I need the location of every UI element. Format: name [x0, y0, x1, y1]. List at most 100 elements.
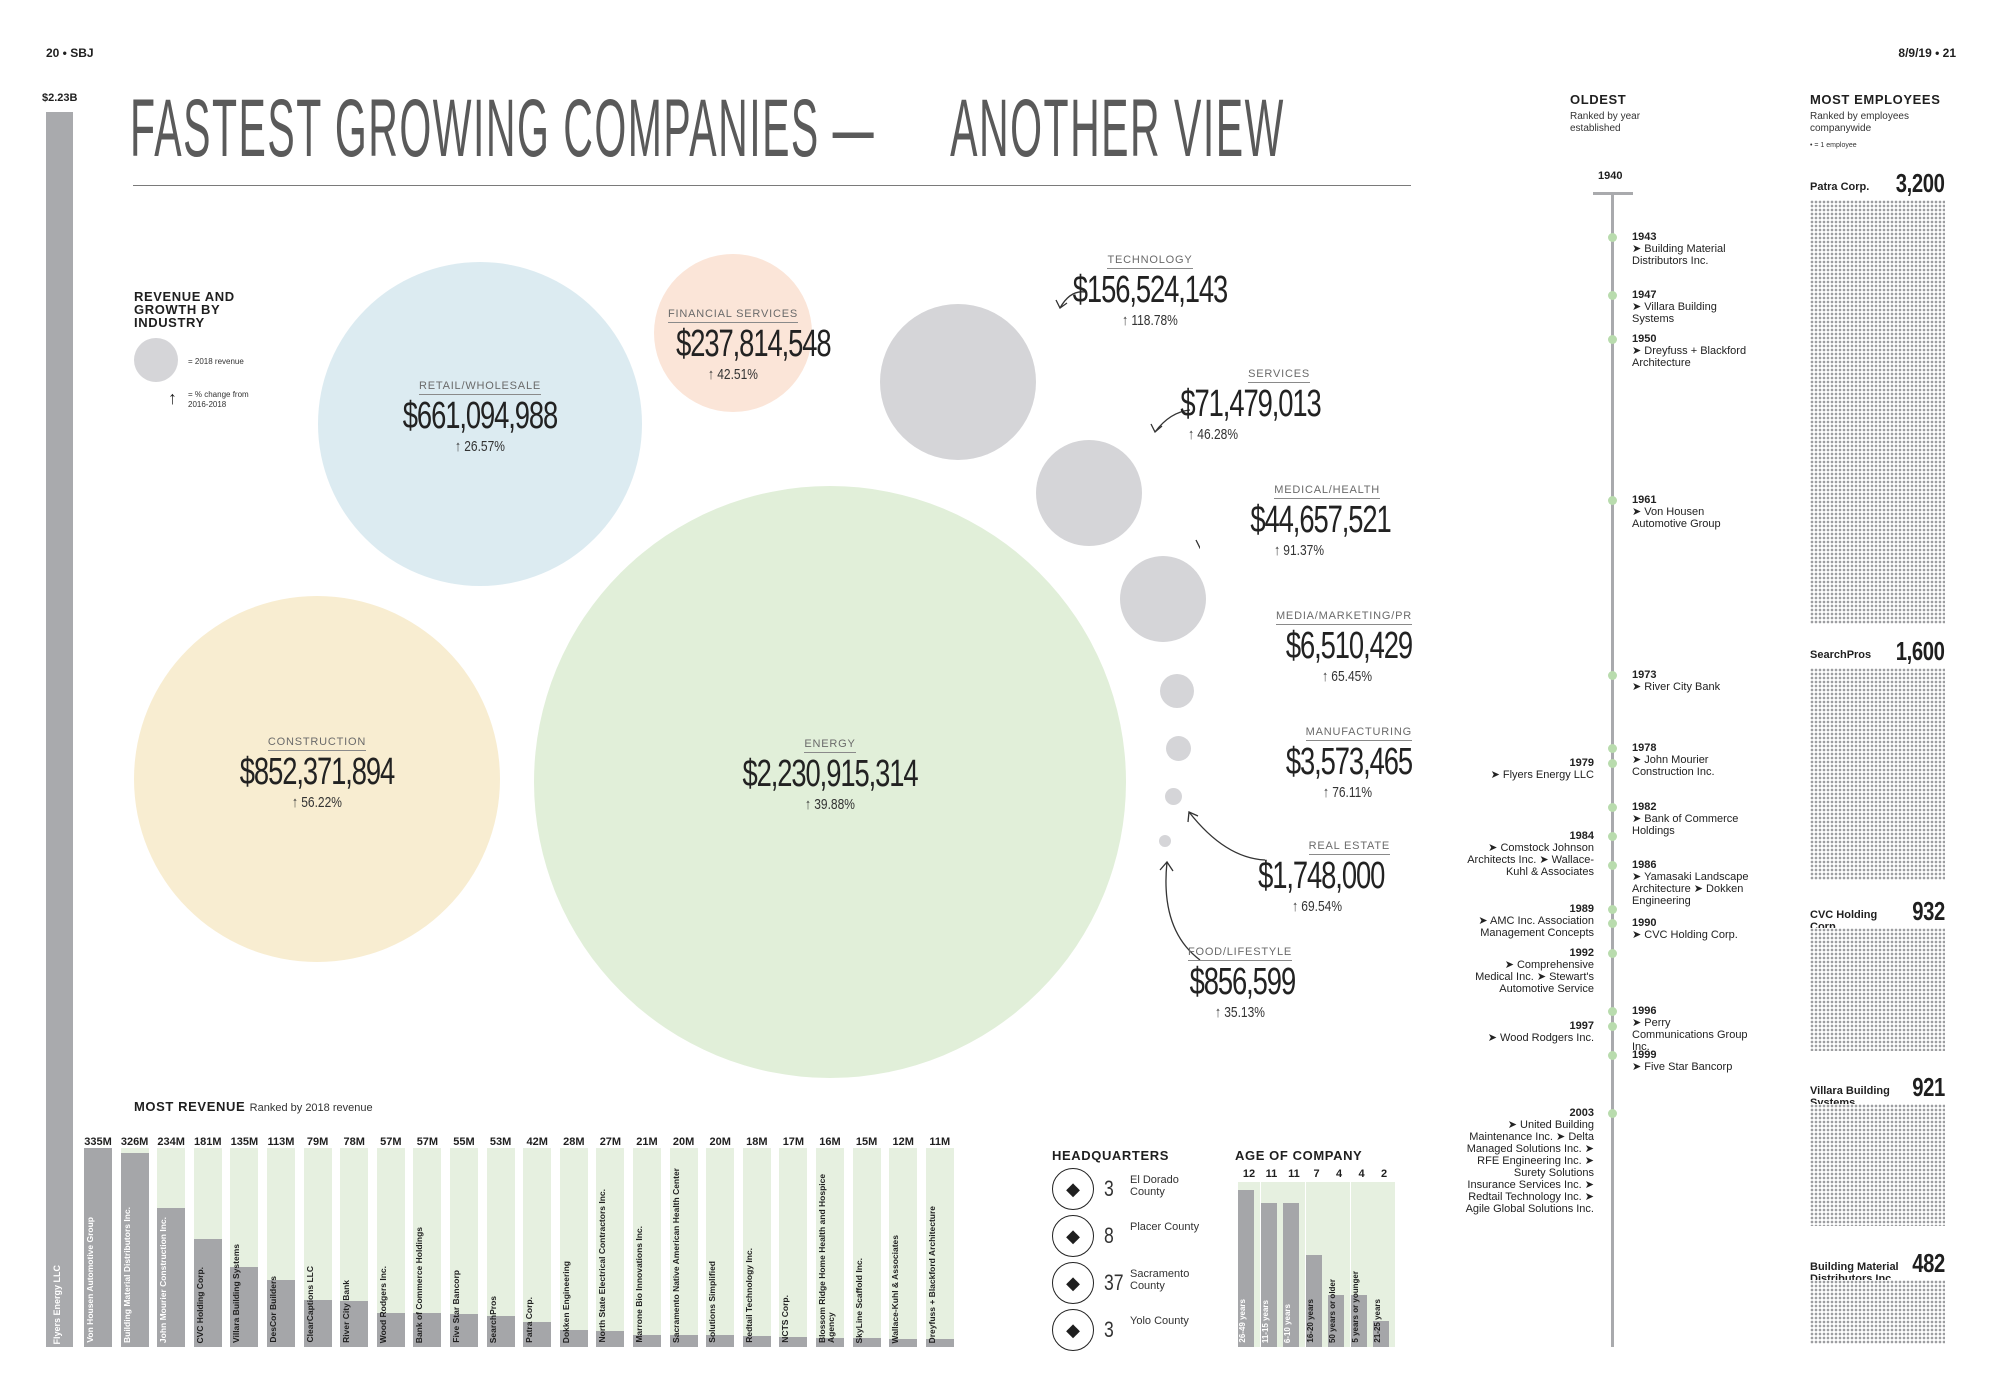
- revenue-bar: [633, 1334, 661, 1347]
- age-bar-track: 6-10 years: [1283, 1182, 1305, 1347]
- revenue-bar-value: 21M: [636, 1136, 658, 1148]
- growth-financial: 42.51%: [670, 366, 796, 383]
- timeline-year: 1997: [1569, 1019, 1594, 1032]
- growth-retail: 26.57%: [360, 438, 600, 455]
- age-bar-label: 11-15 years: [1260, 1299, 1270, 1343]
- revenue-services: $71,479,013: [1180, 383, 1321, 425]
- revenue-bar-company: Blossom Ridge Home Health and Hospice Ag…: [817, 1173, 836, 1343]
- legend-title: REVENUE AND GROWTH BY INDUSTRY: [134, 289, 235, 330]
- revenue-bar-track: CVC Holding Corp.: [193, 1148, 222, 1347]
- category-energy: ENERGY: [804, 738, 856, 753]
- timeline-entry: 1982 ➤ Bank of Commerce Holdings: [1632, 801, 1752, 837]
- revenue-bar-company: CVC Holding Corp.: [194, 1266, 205, 1344]
- growth-media: 65.45%: [1266, 668, 1412, 685]
- arrow-food: [1165, 861, 1201, 961]
- revenue-bar: [523, 1322, 552, 1347]
- revenue-bar: [669, 1335, 698, 1347]
- hq-county-name: Sacramento County: [1130, 1268, 1190, 1292]
- category-financial: FINANCIAL SERVICES: [668, 308, 798, 323]
- revenue-bar: [486, 1315, 515, 1347]
- timeline-company: ➤ John Mourier Construction Inc.: [1632, 754, 1715, 779]
- employee-dot-block: [1810, 200, 1945, 624]
- timeline-dot: [1608, 758, 1617, 768]
- age-bar-track: 5 years or younger: [1350, 1182, 1373, 1347]
- revenue-bar-company: Patra Corp.: [524, 1297, 535, 1343]
- timeline-dot: [1608, 802, 1617, 812]
- revenue-bar-value: 42M: [526, 1136, 548, 1148]
- timeline-entry: 1999 ➤ Five Star Bancorp: [1632, 1049, 1752, 1073]
- revenue-bar-company: John Mourier Construction Inc.: [158, 1216, 169, 1343]
- revenue-bar-value: 57M: [380, 1136, 402, 1148]
- revenue-bar: [852, 1338, 881, 1347]
- age-bar-track: 26-49 years: [1238, 1182, 1260, 1347]
- timeline-year: 1984: [1569, 829, 1594, 842]
- timeline-entry: 1947 ➤ Villara Building Systems: [1632, 289, 1752, 325]
- bubble-medical: [1120, 556, 1206, 642]
- revenue-bar-value: 18M: [746, 1136, 768, 1148]
- category-services: SERVICES: [1248, 368, 1310, 383]
- employees-company: Patra Corp.: [1810, 181, 1870, 193]
- hq-title: HEADQUARTERS: [1052, 1148, 1169, 1163]
- label-manufacturing: MANUFACTURING $3,573,465 76.11%: [1230, 726, 1413, 801]
- legend-circle-text: = 2018 revenue: [188, 357, 244, 366]
- timeline-company: ➤ Bank of Commerce Holdings: [1632, 812, 1739, 837]
- category-media: MEDIA/MARKETING/PR: [1275, 610, 1412, 625]
- timeline-company: ➤ Von Housen Automotive Group: [1632, 505, 1721, 530]
- hq-count: 3: [1104, 1176, 1114, 1201]
- revenue-bar-company: Solutions Simplified: [707, 1261, 718, 1343]
- timeline-dot: [1608, 744, 1617, 754]
- bubble-manufacturing: [1166, 736, 1191, 761]
- growth-construction: 56.22%: [197, 794, 437, 811]
- growth-technology: 118.78%: [1062, 312, 1238, 329]
- timeline-year: 1989: [1569, 902, 1594, 915]
- bubble-food: [1159, 835, 1171, 847]
- revenue-bar-company: River City Bank: [341, 1280, 352, 1343]
- revenue-food: $856,599: [1189, 961, 1297, 1003]
- timeline-entry: 1984 ➤ Comstock Johnson Architects Inc. ➤…: [1464, 830, 1594, 878]
- revenue-bar: [706, 1335, 735, 1347]
- revenue-bar-track: Redtail Technology Inc.: [742, 1148, 771, 1347]
- revenue-bar-track: Sacramento Native American Health Center: [669, 1148, 698, 1347]
- timeline-year: 1996: [1632, 1005, 1657, 1018]
- age-bar-label: 21-25 years: [1373, 1299, 1382, 1343]
- category-technology: TECHNOLOGY: [1107, 254, 1193, 269]
- employees-value: 1,600: [1896, 636, 1945, 666]
- revenue-bar-value: 113M: [267, 1136, 295, 1148]
- revenue-bar-company: SearchPros: [487, 1295, 498, 1343]
- timeline-entry: 1992 ➤ Comprehensive Medical Inc. ➤ Stewa…: [1464, 947, 1594, 995]
- revenue-bar: [193, 1239, 222, 1347]
- age-bar: [1305, 1255, 1322, 1347]
- revenue-bar-track: Solutions Simplified: [706, 1148, 735, 1347]
- age-bar-label: 5 years or younger: [1350, 1271, 1360, 1343]
- timeline-dot: [1608, 495, 1617, 505]
- timeline-company: ➤ Perry Communications Group Inc.: [1632, 1017, 1748, 1054]
- revenue-media: $6,510,429: [1285, 625, 1413, 667]
- revenue-bar-value: 326M: [120, 1136, 149, 1148]
- revenue-bar-value: 20M: [709, 1136, 731, 1148]
- revenue-bar: [889, 1339, 918, 1347]
- arrow-food-head: [1159, 860, 1174, 872]
- growth-services: 46.28%: [1166, 426, 1310, 443]
- employees-value: 482: [1912, 1248, 1945, 1278]
- timeline-entry: 1950 ➤ Dreyfuss + Blackford Architecture: [1632, 333, 1752, 369]
- oldest-title: OLDEST: [1570, 92, 1627, 107]
- timeline-company: ➤ AMC Inc. Association Management Concep…: [1478, 914, 1594, 939]
- bubble-services: [1036, 440, 1142, 546]
- employees-value: 921: [1912, 1072, 1945, 1102]
- employees-company: SearchPros: [1810, 649, 1872, 661]
- timeline-dot: [1608, 860, 1617, 870]
- revenue-bar-track: Marrone Bio Innovations Inc.: [633, 1148, 661, 1347]
- label-energy: ENERGY $2,230,915,314 39.88%: [680, 738, 980, 813]
- employees-value: 932: [1912, 896, 1945, 926]
- category-real-estate: REAL ESTATE: [1308, 840, 1390, 855]
- age-bar: [1283, 1203, 1299, 1347]
- total-bar-company: Flyers Energy LLC: [52, 1265, 62, 1345]
- revenue-bar: [267, 1279, 295, 1347]
- revenue-bar-track: Dokken Engineering: [559, 1148, 588, 1347]
- timeline-company: ➤ CVC Holding Corp.: [1632, 929, 1738, 942]
- label-technology: TECHNOLOGY $156,524,143 118.78%: [1040, 254, 1260, 329]
- age-title: AGE OF COMPANY: [1235, 1148, 1363, 1163]
- revenue-bar-track: Wood Rodgers Inc.: [376, 1148, 405, 1347]
- arrow-technology: [1059, 291, 1086, 309]
- age-bar: [1350, 1294, 1367, 1347]
